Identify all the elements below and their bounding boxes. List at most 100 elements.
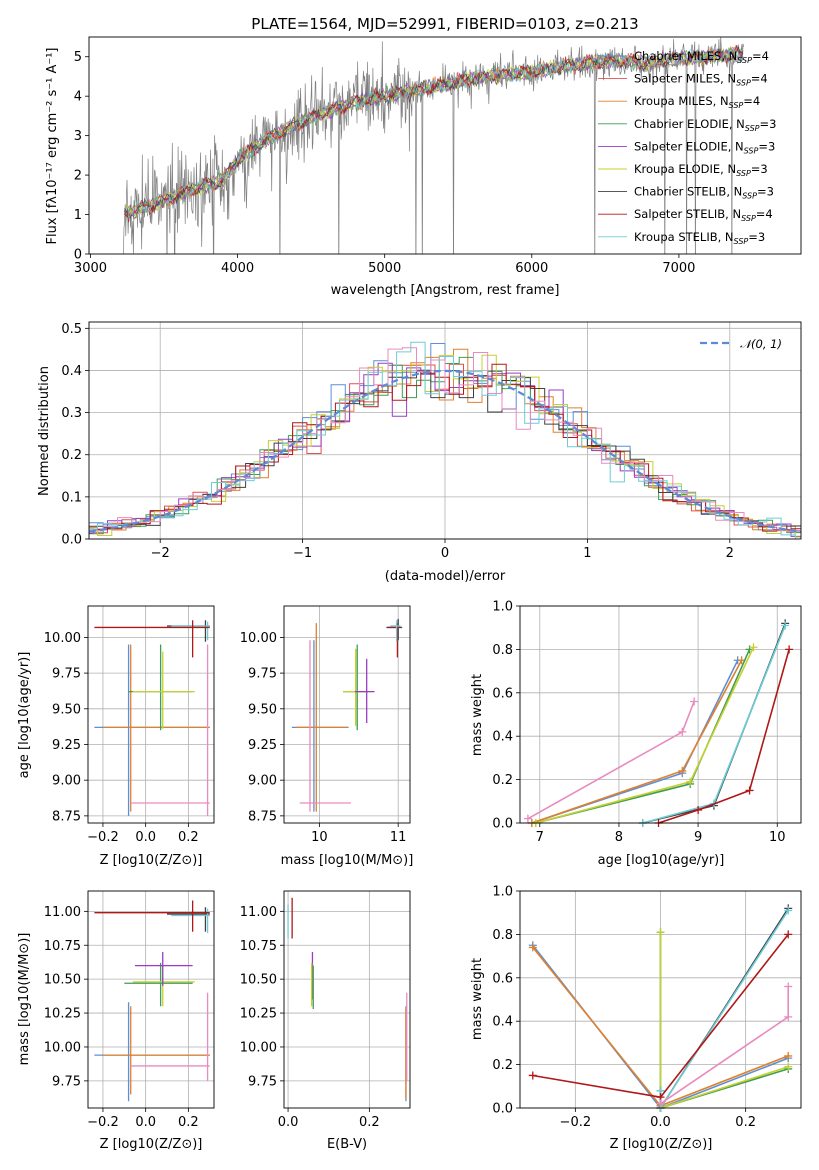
- mass-ebv-xlabel: E(B-V): [327, 1137, 367, 1152]
- y-tick-label: 0.5: [61, 322, 82, 337]
- x-tick-label: −0.2: [87, 1115, 119, 1130]
- mw-line-chabrier_stelib: [642, 623, 786, 824]
- model-spectrum-kroupa_stelib: [123, 47, 744, 221]
- y-tick-label: 9.50: [52, 702, 81, 717]
- x-tick-label: 0.2: [735, 1115, 756, 1130]
- legend-suffix: =3: [758, 139, 775, 153]
- mw-marker-salpeter_stelib: [784, 930, 793, 939]
- x-tick-label: 10: [769, 830, 786, 845]
- legend-entry: Kroupa MILES, NSSP=4: [634, 94, 760, 110]
- axes-frame: [283, 605, 411, 824]
- y-tick-label: 1.0: [492, 885, 513, 900]
- mw-marker-kroupa_stelib: [781, 621, 790, 630]
- age-Z-ylabel: age [log10(age/yr)]: [17, 652, 32, 779]
- legend-entry: Chabrier MILES, NSSP=4: [634, 49, 769, 65]
- y-tick-label: 1.0: [492, 600, 513, 615]
- y-tick-label: 9.50: [248, 702, 277, 717]
- x-tick-label: 2: [726, 546, 734, 561]
- y-tick-label: 0.3: [61, 406, 82, 421]
- mw-marker-kroupa_elodie: [686, 777, 695, 786]
- y-tick-label: 10.00: [44, 631, 81, 646]
- legend-suffix: =3: [760, 117, 777, 131]
- mw-marker-pink: [784, 982, 793, 991]
- y-tick-label: 10.25: [44, 1007, 81, 1022]
- x-tick-label: 0.0: [135, 830, 156, 845]
- spectrum-ylabel: Flux [fλ10⁻¹⁷ erg cm⁻² s⁻¹ A⁻¹]: [45, 48, 60, 245]
- y-tick-label: 9.25: [248, 738, 277, 753]
- y-tick-label: 0.4: [492, 730, 513, 745]
- age-mass-xlabel: mass [log10(M/M⊙)]: [281, 853, 414, 868]
- age-Z-xlabel: Z [log10(Z/Z⊙)]: [100, 853, 203, 868]
- legend-sub: SSP: [745, 124, 760, 133]
- legend-sub: SSP: [729, 101, 744, 110]
- legend-suffix: =4: [751, 72, 768, 86]
- legend-suffix: =4: [743, 94, 760, 108]
- legend-entry: Salpeter STELIB, NSSP=4: [634, 207, 773, 223]
- y-tick-label: 10.50: [240, 973, 277, 988]
- legend-entry: Chabrier ELODIE, NSSP=3: [634, 117, 776, 133]
- mw-marker-kroupa_miles: [784, 1051, 793, 1060]
- x-tick-label: 7: [536, 830, 544, 845]
- histogram-xlabel: (data-model)/error: [385, 569, 506, 584]
- model-spectrum-salpeter_stelib: [123, 44, 744, 223]
- mw-age-ylabel: mass weight: [470, 674, 485, 756]
- y-tick-label: 0.2: [492, 1058, 513, 1073]
- mw-marker-kroupa_stelib: [784, 906, 793, 915]
- mw-marker-kroupa_elodie: [656, 928, 665, 937]
- x-tick-label: 0: [441, 546, 449, 561]
- y-tick-label: 0.0: [492, 1102, 513, 1117]
- y-tick-label: 11.00: [44, 905, 81, 920]
- normal-curve: [89, 369, 801, 533]
- y-tick-label: 9.00: [52, 774, 81, 789]
- x-tick-label: 0.0: [135, 1115, 156, 1130]
- model-spectrum-kroupa_elodie: [124, 47, 744, 219]
- legend-suffix: =3: [748, 230, 765, 244]
- model-spectrum-chabrier_stelib: [123, 46, 744, 220]
- mw-marker-salpeter_stelib: [528, 1071, 537, 1080]
- massweight-vs-metallicity-panel: −0.2 0.0 0.2 0.0 0.2 0.4 0.6 0.8 1.0: [492, 885, 802, 1130]
- mass-Z-ylabel: mass [log10(M/M⊙)]: [17, 933, 32, 1066]
- legend-entry: Chabrier STELIB, NSSP=3: [634, 185, 774, 201]
- histogram-kroupa_stelib: [89, 341, 801, 539]
- x-tick-label: 0.0: [278, 1115, 299, 1130]
- x-tick-label: −1: [293, 546, 312, 561]
- legend-sub: SSP: [736, 169, 751, 178]
- mw-marker-salpeter_stelib: [694, 805, 703, 814]
- mass-vs-ebv-panel: 0.0 0.2 9.75 10.00 10.25 10.50 10.75 11.00: [240, 890, 411, 1130]
- legend-suffix: =4: [752, 49, 769, 63]
- x-tick-label: 0.0: [650, 1115, 671, 1130]
- y-tick-label: 10.00: [44, 1040, 81, 1055]
- y-tick-label: 0.0: [61, 533, 82, 548]
- y-tick-label: 10.75: [240, 939, 277, 954]
- x-tick-label: 10: [311, 830, 328, 845]
- x-tick-label: 9: [694, 830, 702, 845]
- legend-text: Chabrier MILES, N: [634, 49, 737, 63]
- x-tick-label: 0.2: [178, 830, 199, 845]
- legend-entry: Kroupa STELIB, NSSP=3: [634, 230, 765, 246]
- legend-sub: SSP: [744, 146, 759, 155]
- spectrum-title: PLATE=1564, MJD=52991, FIBERID=0103, z=0…: [251, 15, 638, 33]
- legend-text: Salpeter STELIB, N: [634, 207, 741, 221]
- mw-marker-kroupa_elodie: [784, 1062, 793, 1071]
- axes-frame: [519, 890, 802, 1109]
- x-tick-label: 6000: [515, 261, 548, 276]
- legend-entry: Salpeter MILES, NSSP=4: [634, 72, 768, 88]
- y-tick-label: 9.25: [52, 738, 81, 753]
- mw-marker-pink: [678, 727, 687, 736]
- y-tick-label: 0.2: [61, 448, 82, 463]
- age-vs-mass-panel: 10 11 8.75 9.00 9.25 9.50 9.75 10.00: [240, 605, 411, 845]
- axes-frame: [283, 890, 411, 1109]
- legend-sub: SSP: [737, 56, 752, 65]
- mw-line-salpeter_stelib: [658, 649, 790, 824]
- y-tick-label: 9.75: [52, 1074, 81, 1089]
- legend-text: Salpeter ELODIE, N: [634, 139, 744, 153]
- histogram-panel: −2 −1 0 1 2 0.0 0.1 0.2 0.3 0.4 0.5 𝒩(0, 1): [61, 321, 802, 561]
- y-tick-label: 0.0: [492, 817, 513, 832]
- mw-line-kroupa_stelib: [659, 910, 789, 1111]
- y-tick-label: 0.6: [492, 971, 513, 986]
- axes-frame: [88, 321, 802, 540]
- age-vs-metallicity-panel: −0.2 0.0 0.2 8.75 9.00 9.25 9.50 9.75 10.00: [44, 605, 215, 845]
- mw-line-pink: [527, 701, 695, 820]
- x-tick-label: 4000: [221, 261, 254, 276]
- y-tick-label: 0.4: [492, 1015, 513, 1030]
